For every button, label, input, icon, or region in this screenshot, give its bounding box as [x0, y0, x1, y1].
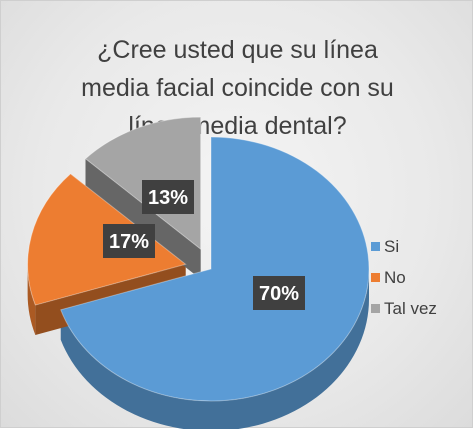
- legend-label-si: Si: [384, 236, 400, 256]
- data-label-box-no: [103, 224, 155, 258]
- legend-swatch-tal-vez: [371, 304, 380, 313]
- pie-wall-no: [27, 264, 36, 336]
- chart-title: ¿Cree usted que su línea media facial co…: [81, 36, 394, 140]
- data-label-tal-vez: 13%: [148, 187, 188, 209]
- legend-item-si[interactable]: Si: [371, 233, 437, 260]
- legend-item-no[interactable]: No: [371, 264, 437, 291]
- data-label-box-tal-vez: [142, 180, 194, 214]
- legend-swatch-no: [371, 273, 380, 282]
- legend-label-no: No: [384, 267, 406, 287]
- pie-edge-tal-vez-0: [85, 158, 201, 280]
- pie-slice-si[interactable]: [60, 136, 370, 402]
- legend-label-tal-vez: Tal vez: [384, 298, 437, 318]
- legend-item-tal-vez[interactable]: Tal vez: [371, 295, 437, 322]
- chart-legend: Si No Tal vez: [371, 233, 437, 326]
- data-label-si: 70%: [259, 283, 299, 305]
- pie-wall-si: [60, 269, 369, 429]
- data-label-no: 17%: [109, 231, 149, 253]
- data-label-box-si: [253, 276, 305, 310]
- legend-swatch-si: [371, 242, 380, 251]
